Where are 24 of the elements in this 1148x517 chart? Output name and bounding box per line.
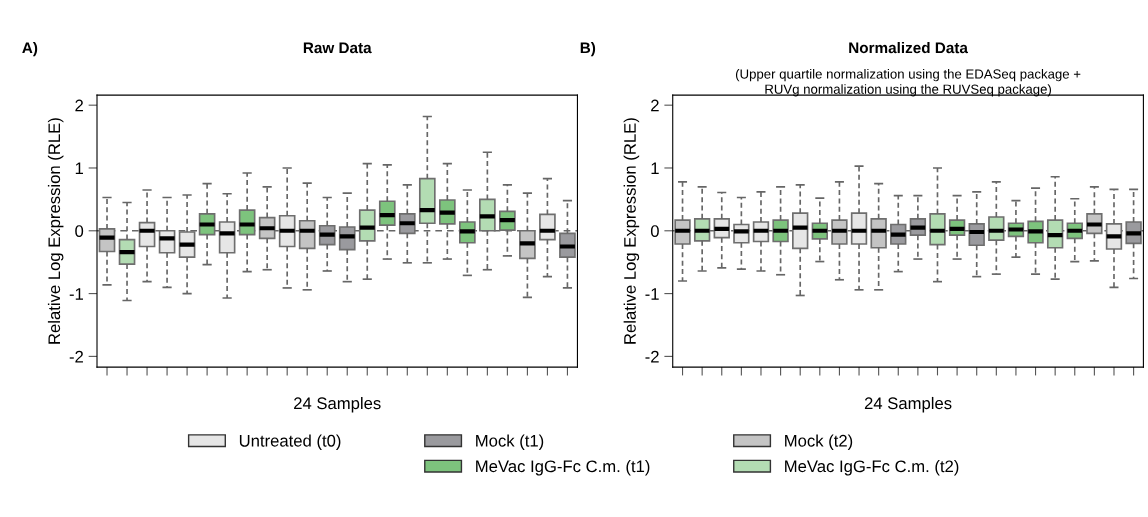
legend-label: Mock (t1) xyxy=(476,434,544,450)
y-tick-label: -2 xyxy=(645,350,659,363)
chart-title: Raw Data xyxy=(303,42,372,54)
y-tick-label: 0 xyxy=(75,225,84,237)
chart-title: Normalized Data xyxy=(849,41,969,54)
legend-label: MeVac IgG-Fc C.m. (t2) xyxy=(785,459,959,476)
text: A) xyxy=(22,41,38,57)
y-axis-title: Relative Log Expression (RLE) xyxy=(623,118,640,344)
y-tick-label: 2 xyxy=(75,99,83,112)
y-tick-label: 0 xyxy=(650,225,659,237)
x-axis-title: 24 Samples xyxy=(294,396,381,413)
x-axis-title: 24 Samples xyxy=(864,396,952,413)
legend-label: Untreated (t0) xyxy=(239,434,341,450)
y-tick-label: -2 xyxy=(69,350,83,363)
text: B) xyxy=(580,41,596,57)
y-tick-label: 1 xyxy=(651,162,659,175)
y-tick-label: 1 xyxy=(75,162,83,175)
y-axis-title: Relative Log Expression (RLE) xyxy=(47,118,64,344)
chart-subtitle: (Upper quartile normalization using the EDASeq package + RUVg normalization using the RUVSeq package) xyxy=(735,68,1081,97)
legend-label: Mock (t2) xyxy=(785,434,853,450)
y-tick-label: -1 xyxy=(69,288,83,300)
legend-label: MeVac IgG-Fc C.m. (t1) xyxy=(476,459,650,476)
y-tick-label: -1 xyxy=(645,288,659,300)
y-tick-label: 2 xyxy=(651,99,659,112)
